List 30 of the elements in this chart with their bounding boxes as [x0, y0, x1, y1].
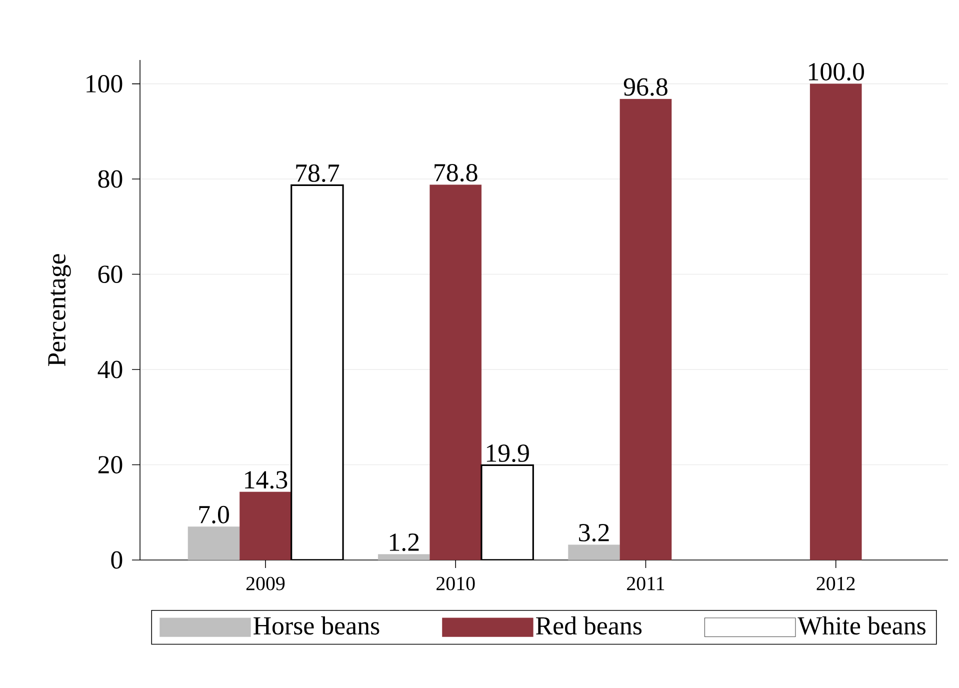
bar: [378, 554, 430, 560]
data-label: 7.0: [199, 506, 229, 524]
x-tick-label: 2012: [816, 576, 855, 590]
y-tick-label: 100: [86, 75, 122, 93]
data-label: 78.7: [296, 164, 340, 182]
y-tick-label: 80: [98, 170, 122, 188]
data-label: 14.3: [245, 471, 288, 489]
x-tick-label: 2010: [436, 576, 475, 590]
legend-label: Red beans: [536, 616, 642, 635]
y-axis-title: Percentage: [48, 254, 71, 366]
y-tick-label: 60: [98, 266, 122, 284]
bar: [568, 544, 620, 560]
data-label: 100.0: [808, 62, 864, 81]
data-label: 19.9: [486, 444, 529, 462]
bar: [620, 98, 672, 560]
data-label: 1.2: [390, 534, 419, 552]
legend-label: White beans: [798, 616, 926, 635]
bar: [240, 492, 292, 560]
x-tick-label: 2011: [627, 576, 664, 590]
y-tick-label: 40: [98, 360, 122, 378]
bar: [430, 184, 482, 560]
bar: [188, 526, 240, 560]
data-label: 78.8: [434, 164, 478, 182]
y-tick-label: 20: [98, 456, 122, 474]
data-label: 96.8: [624, 78, 668, 96]
bar: [810, 84, 862, 560]
x-tick-label: 2009: [246, 576, 285, 590]
legend-label: Horse beans: [254, 616, 380, 635]
data-label: 3.2: [579, 524, 609, 542]
y-tick-label: 0: [111, 551, 122, 569]
